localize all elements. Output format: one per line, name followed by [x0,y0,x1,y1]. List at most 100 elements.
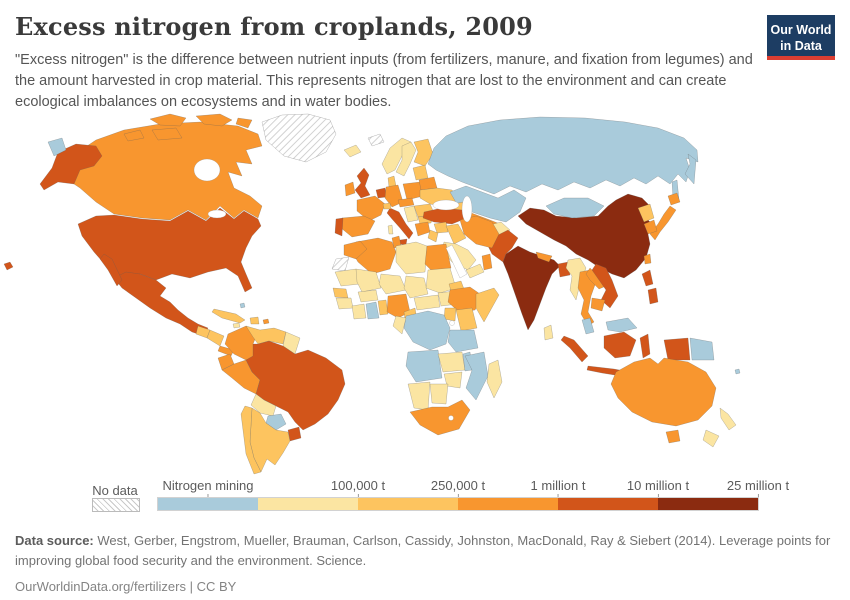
country-russia-kamchatka[interactable] [684,153,697,185]
country-canada-islands[interactable] [123,129,145,142]
country-sardinia[interactable] [387,224,394,235]
country-burkina-faso[interactable] [357,289,379,303]
country-philippines-south[interactable] [647,287,659,305]
country-japan-honshu[interactable] [649,205,677,241]
country-ghana[interactable] [365,301,380,320]
country-indonesia-kalimantan[interactable] [603,331,637,359]
legend-bin-b1[interactable] [358,498,458,510]
country-yemen[interactable] [465,263,485,279]
country-vietnam[interactable] [591,263,619,309]
country-baltics[interactable] [412,164,429,181]
country-indonesia-papua[interactable] [663,337,691,361]
country-canada-islands[interactable] [235,117,253,129]
country-myanmar[interactable] [565,257,587,301]
country-australia[interactable] [610,357,717,427]
country-svalbard[interactable] [367,133,385,147]
country-italy[interactable] [386,207,414,240]
country-chile[interactable] [240,405,262,475]
legend-bin-mining[interactable] [158,498,258,510]
country-bahamas[interactable] [239,302,246,309]
country-sweden[interactable] [395,141,417,177]
country-new-zealand-north[interactable] [719,407,737,431]
country-sri-lanka[interactable] [543,324,554,341]
country-united-states[interactable] [77,207,262,293]
country-japan-hokkaido[interactable] [667,192,681,206]
country-iraq[interactable] [445,223,467,245]
country-zimbabwe[interactable] [443,371,463,389]
country-canada[interactable] [63,121,263,221]
country-portugal[interactable] [334,217,344,237]
country-venezuela[interactable] [245,325,287,345]
country-hispaniola[interactable] [249,316,260,325]
country-south-africa[interactable] [409,399,471,436]
country-north-korea[interactable] [637,203,655,223]
country-angola[interactable] [405,349,443,383]
country-western-sahara[interactable] [331,256,350,272]
country-jamaica[interactable] [232,322,241,329]
country-kenya[interactable] [455,307,478,332]
country-greenland[interactable] [261,113,337,163]
legend-no-data-swatch[interactable] [92,498,140,512]
country-chad[interactable] [403,275,429,299]
country-jordan-israel[interactable] [427,229,439,243]
legend-bin-b4[interactable] [658,498,758,510]
country-senegal[interactable] [332,287,349,299]
country-uruguay[interactable] [287,426,302,442]
country-fiji[interactable] [734,368,741,375]
country-morocco[interactable] [343,240,368,260]
country-indonesia-sulawesi[interactable] [639,333,651,359]
country-papua-new-guinea[interactable] [689,337,715,361]
country-baja-california[interactable] [99,253,123,287]
country-canada-islands[interactable] [151,127,183,141]
country-new-zealand-south[interactable] [702,429,720,448]
country-ireland[interactable] [344,181,356,197]
owid-logo[interactable]: Our World in Data [767,15,835,60]
country-cambodia[interactable] [590,297,606,312]
country-canada-islands[interactable] [195,113,233,127]
country-indonesia-sumatra[interactable] [560,335,589,363]
country-mexico[interactable] [113,271,209,337]
country-switzerland[interactable] [382,202,392,210]
country-madagascar[interactable] [486,359,503,399]
country-greece[interactable] [414,221,431,237]
country-central-african-republic[interactable] [413,294,441,311]
country-syria[interactable] [433,221,449,234]
country-togo-benin[interactable] [377,299,389,316]
owid-link[interactable]: OurWorldinData.org/fertilizers [15,579,186,594]
country-ivory-coast[interactable] [351,303,367,320]
country-mongolia[interactable] [545,197,605,219]
country-dr-congo[interactable] [403,310,451,351]
country-niger[interactable] [378,273,407,295]
country-india[interactable] [502,245,561,331]
country-hawaii[interactable] [3,261,14,271]
country-taiwan[interactable] [643,253,652,265]
country-canada-islands[interactable] [149,113,187,127]
country-balkans[interactable] [403,205,419,223]
legend-bin-b2[interactable] [458,498,558,510]
country-mali[interactable] [355,268,382,293]
country-guinea[interactable] [335,297,354,310]
country-oman[interactable] [481,253,493,271]
country-namibia[interactable] [407,381,431,411]
country-mozambique[interactable] [464,351,489,401]
legend-bin-b3[interactable] [558,498,658,510]
country-argentina[interactable] [249,407,291,473]
country-iceland[interactable] [343,144,362,158]
country-sudan[interactable] [425,267,457,294]
country-honduras-nicaragua[interactable] [206,329,225,347]
country-ethiopia[interactable] [447,286,484,313]
country-zambia[interactable] [437,351,466,373]
country-botswana[interactable] [429,383,449,405]
country-iran[interactable] [459,215,500,249]
country-malaysia-peninsula[interactable] [581,317,595,335]
country-tasmania[interactable] [665,429,681,444]
country-united-kingdom[interactable] [354,167,371,199]
country-brazil[interactable] [245,340,346,431]
country-uganda[interactable] [443,307,457,322]
country-austria-czechia[interactable] [397,197,415,208]
country-russia[interactable] [427,116,699,195]
country-nepal[interactable] [535,251,553,263]
country-russia-chukotka[interactable] [47,137,67,157]
country-cuba[interactable] [211,308,246,324]
country-libya[interactable] [395,241,428,275]
